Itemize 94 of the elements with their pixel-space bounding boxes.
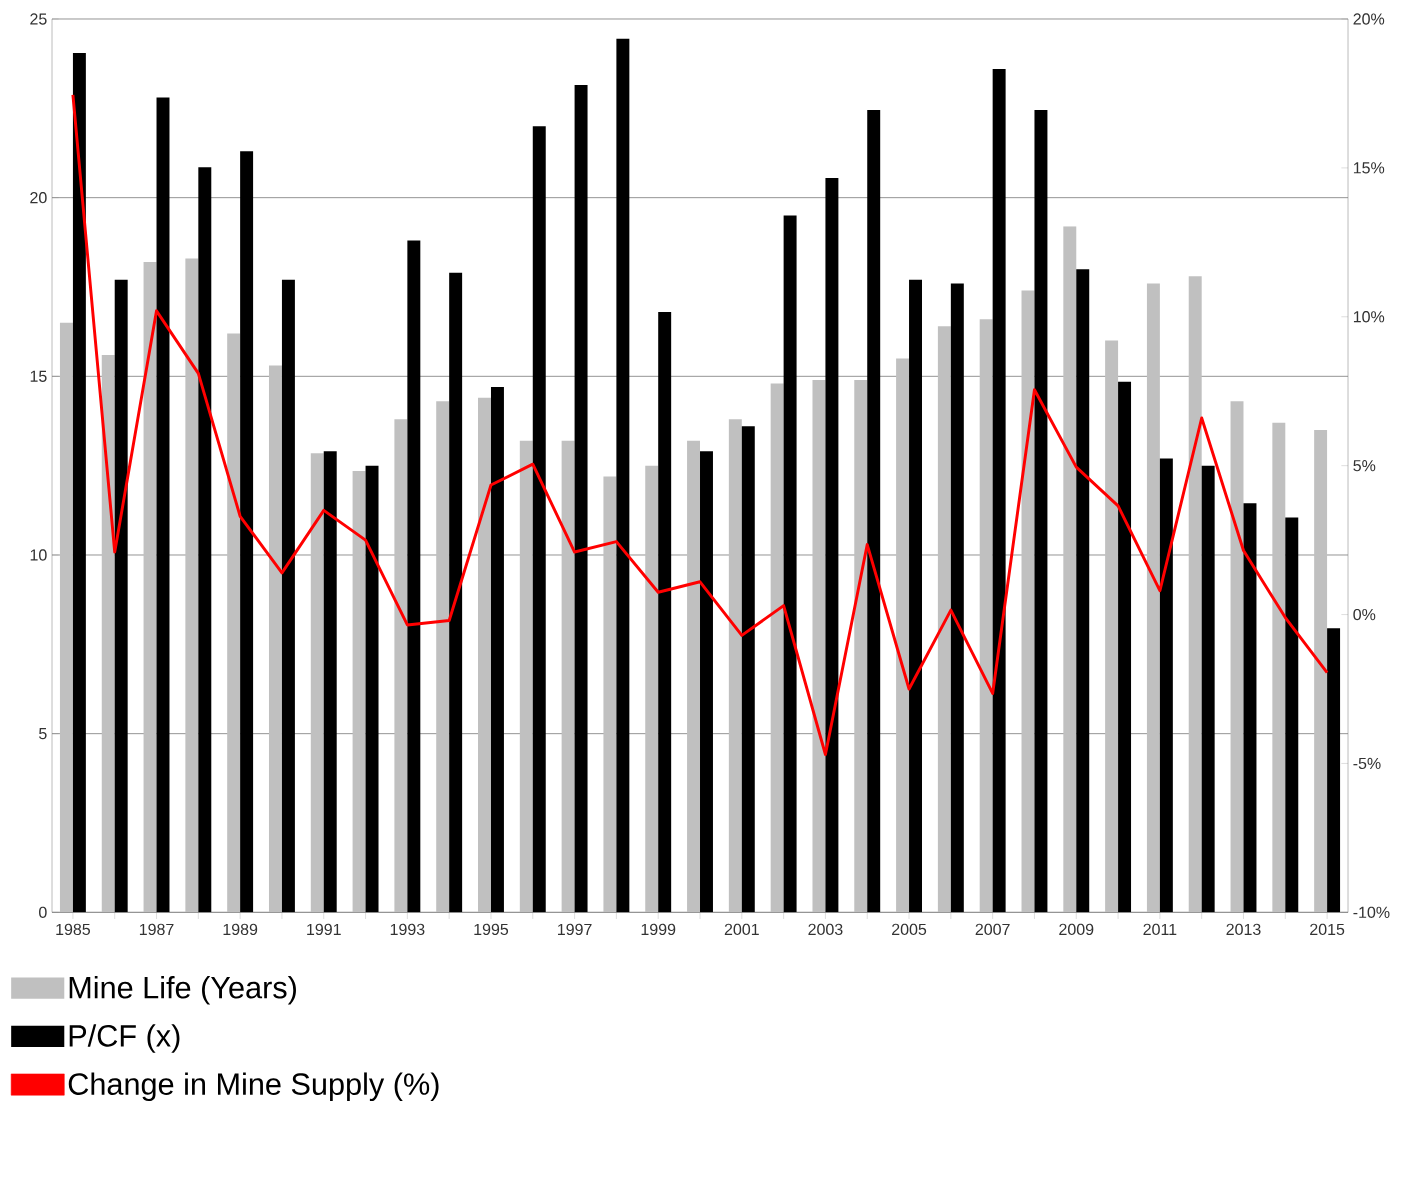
bar	[281, 279, 295, 913]
bar	[1201, 465, 1215, 913]
bar	[603, 476, 617, 913]
bar	[770, 383, 784, 913]
bar	[561, 440, 575, 913]
bar	[574, 85, 588, 913]
x-tick-label: 2003	[808, 923, 843, 936]
x-tick-label: 2001	[724, 923, 759, 936]
y2-tick-label: 5%	[1353, 460, 1376, 472]
y-tick-label: 0	[39, 906, 47, 918]
bar	[812, 379, 826, 913]
bar	[1034, 110, 1048, 913]
x-tick-label: 2015	[1310, 923, 1345, 936]
y2-tick-label: 20%	[1353, 13, 1385, 25]
x-tick-label: 1987	[139, 923, 174, 936]
bar	[310, 453, 324, 913]
bar	[741, 426, 755, 913]
bar	[114, 279, 128, 913]
bar	[323, 451, 337, 913]
bar	[352, 471, 366, 913]
y2-tick-label: 0%	[1353, 608, 1376, 621]
bar	[1159, 458, 1173, 913]
bar	[1314, 429, 1328, 913]
bar	[783, 215, 797, 913]
bar	[950, 283, 964, 913]
bar	[156, 97, 170, 913]
bar	[616, 38, 630, 913]
bar	[394, 419, 408, 913]
bar	[407, 240, 421, 913]
bar	[1076, 269, 1090, 913]
bar	[867, 110, 881, 913]
x-tick-label: 2009	[1059, 923, 1094, 936]
y-tick-label: 25	[30, 13, 47, 25]
bar	[532, 126, 546, 913]
x-tick-label: 1999	[641, 923, 676, 936]
bar	[1243, 503, 1257, 913]
x-tick-label: 2007	[975, 923, 1010, 936]
bar	[490, 387, 504, 913]
y-tick-label: 10	[30, 549, 47, 561]
bar	[937, 326, 951, 913]
bar	[825, 178, 839, 913]
bar	[519, 440, 533, 913]
legend-label: Mine Life (Years)	[69, 976, 296, 1005]
bar	[478, 397, 491, 913]
bar	[240, 151, 254, 913]
x-tick-label: 1993	[390, 923, 425, 936]
bar	[185, 258, 199, 913]
y-tick-label: 20	[30, 192, 47, 204]
bar	[1327, 628, 1341, 913]
line-series	[71, 93, 1329, 756]
bar	[1188, 276, 1202, 913]
bar	[645, 465, 659, 913]
bar	[268, 365, 282, 913]
bar	[992, 69, 1006, 913]
y2-tick-label: -5%	[1353, 757, 1381, 770]
bar	[1105, 340, 1119, 913]
x-tick-label: 2013	[1226, 923, 1261, 936]
x-tick-label: 1991	[307, 923, 341, 936]
bar	[896, 358, 910, 913]
bar	[227, 333, 241, 913]
bar	[687, 440, 701, 913]
x-tick-label: 1995	[474, 923, 509, 936]
bar	[72, 52, 86, 913]
y-tick-label: 15	[30, 370, 47, 382]
x-tick-label: 2005	[892, 923, 927, 936]
x-tick-label: 1997	[558, 923, 592, 936]
bar	[1118, 381, 1132, 913]
bar	[101, 354, 115, 913]
y2-tick-label: 10%	[1353, 311, 1385, 323]
bar	[198, 167, 212, 913]
x-tick-label: 1985	[56, 923, 91, 936]
bar	[1230, 401, 1244, 913]
bar	[59, 322, 73, 913]
bar	[979, 319, 993, 913]
bar	[436, 401, 450, 913]
bar	[909, 279, 922, 913]
bar	[1146, 283, 1160, 913]
bar	[854, 379, 868, 913]
x-tick-label: 1989	[223, 923, 258, 936]
bar	[1272, 422, 1286, 913]
bar	[365, 465, 379, 913]
bar	[728, 419, 742, 913]
bar	[1063, 226, 1077, 913]
legend-label: P/CF (x)	[69, 1024, 180, 1053]
y2-tick-label: 15%	[1353, 162, 1385, 174]
bar	[1285, 517, 1299, 913]
x-tick-label: 2011	[1143, 923, 1177, 936]
y2-tick-label: -10%	[1353, 906, 1390, 918]
y-tick-label: 5	[39, 728, 47, 740]
bar	[658, 312, 672, 913]
bar	[143, 261, 157, 913]
legend-label: Change in Mine Supply (%)	[68, 1072, 439, 1102]
bar	[449, 272, 463, 913]
bar	[700, 451, 713, 913]
